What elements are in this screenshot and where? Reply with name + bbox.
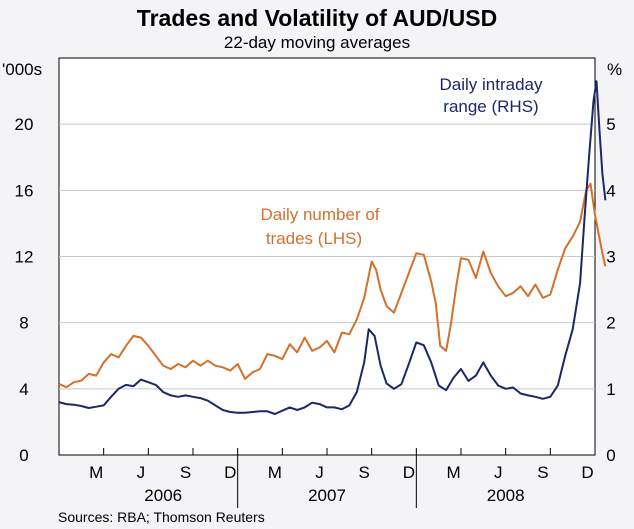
month-tick-label: S <box>537 463 548 482</box>
right-tick-label: 4 <box>606 181 615 200</box>
year-label: 2006 <box>144 486 182 505</box>
right-tick-label: 5 <box>606 115 615 134</box>
series-label-trades: Daily number of trades (LHS) <box>260 205 379 248</box>
series-line-trades <box>58 182 607 389</box>
left-tick-label: 0 <box>19 446 28 465</box>
chart-title: Trades and Volatility of AUD/USD <box>137 5 497 31</box>
right-tick-label: 1 <box>606 380 615 399</box>
left-tick-label: 4 <box>19 380 28 399</box>
right-axis-unit: % <box>607 60 622 79</box>
month-tick-label: M <box>89 463 103 482</box>
month-tick-label: D <box>581 463 593 482</box>
month-tick-label: J <box>494 463 503 482</box>
right-tick-label: 2 <box>606 314 615 333</box>
month-tick-label: M <box>446 463 460 482</box>
left-axis: 0 4 8 12 16 20 <box>15 115 34 465</box>
month-tick-label: S <box>180 463 191 482</box>
series-label-range-line2: range (RHS) <box>443 97 538 116</box>
month-tick-label: D <box>403 463 415 482</box>
left-tick-label: 12 <box>15 248 34 267</box>
year-label: 2008 <box>487 486 525 505</box>
series-label-trades-line1: Daily number of <box>260 205 379 224</box>
year-label: 2007 <box>308 486 346 505</box>
left-axis-unit: '000s <box>2 60 42 79</box>
month-tick-label: J <box>137 463 146 482</box>
x-axis: M J S D M J S D M J S D 2006 2007 2008 <box>89 448 594 508</box>
month-tick-label: S <box>359 463 370 482</box>
month-tick-label: M <box>268 463 282 482</box>
left-tick-label: 20 <box>15 115 34 134</box>
month-tick-label: J <box>315 463 324 482</box>
chart-source: Sources: RBA; Thomson Reuters <box>58 509 265 525</box>
right-tick-label: 3 <box>606 248 615 267</box>
right-tick-label: 0 <box>606 446 615 465</box>
series-label-range: Daily intraday range (RHS) <box>440 75 543 116</box>
series-line-intraday-range <box>58 80 607 415</box>
month-tick-label: D <box>224 463 236 482</box>
series-label-trades-line2: trades (LHS) <box>266 229 362 248</box>
right-axis: 0 1 2 3 4 5 <box>606 115 615 465</box>
left-tick-label: 8 <box>19 314 28 333</box>
chart-subtitle: 22-day moving averages <box>224 33 410 52</box>
series-label-range-line1: Daily intraday <box>440 75 543 94</box>
left-tick-label: 16 <box>15 181 34 200</box>
